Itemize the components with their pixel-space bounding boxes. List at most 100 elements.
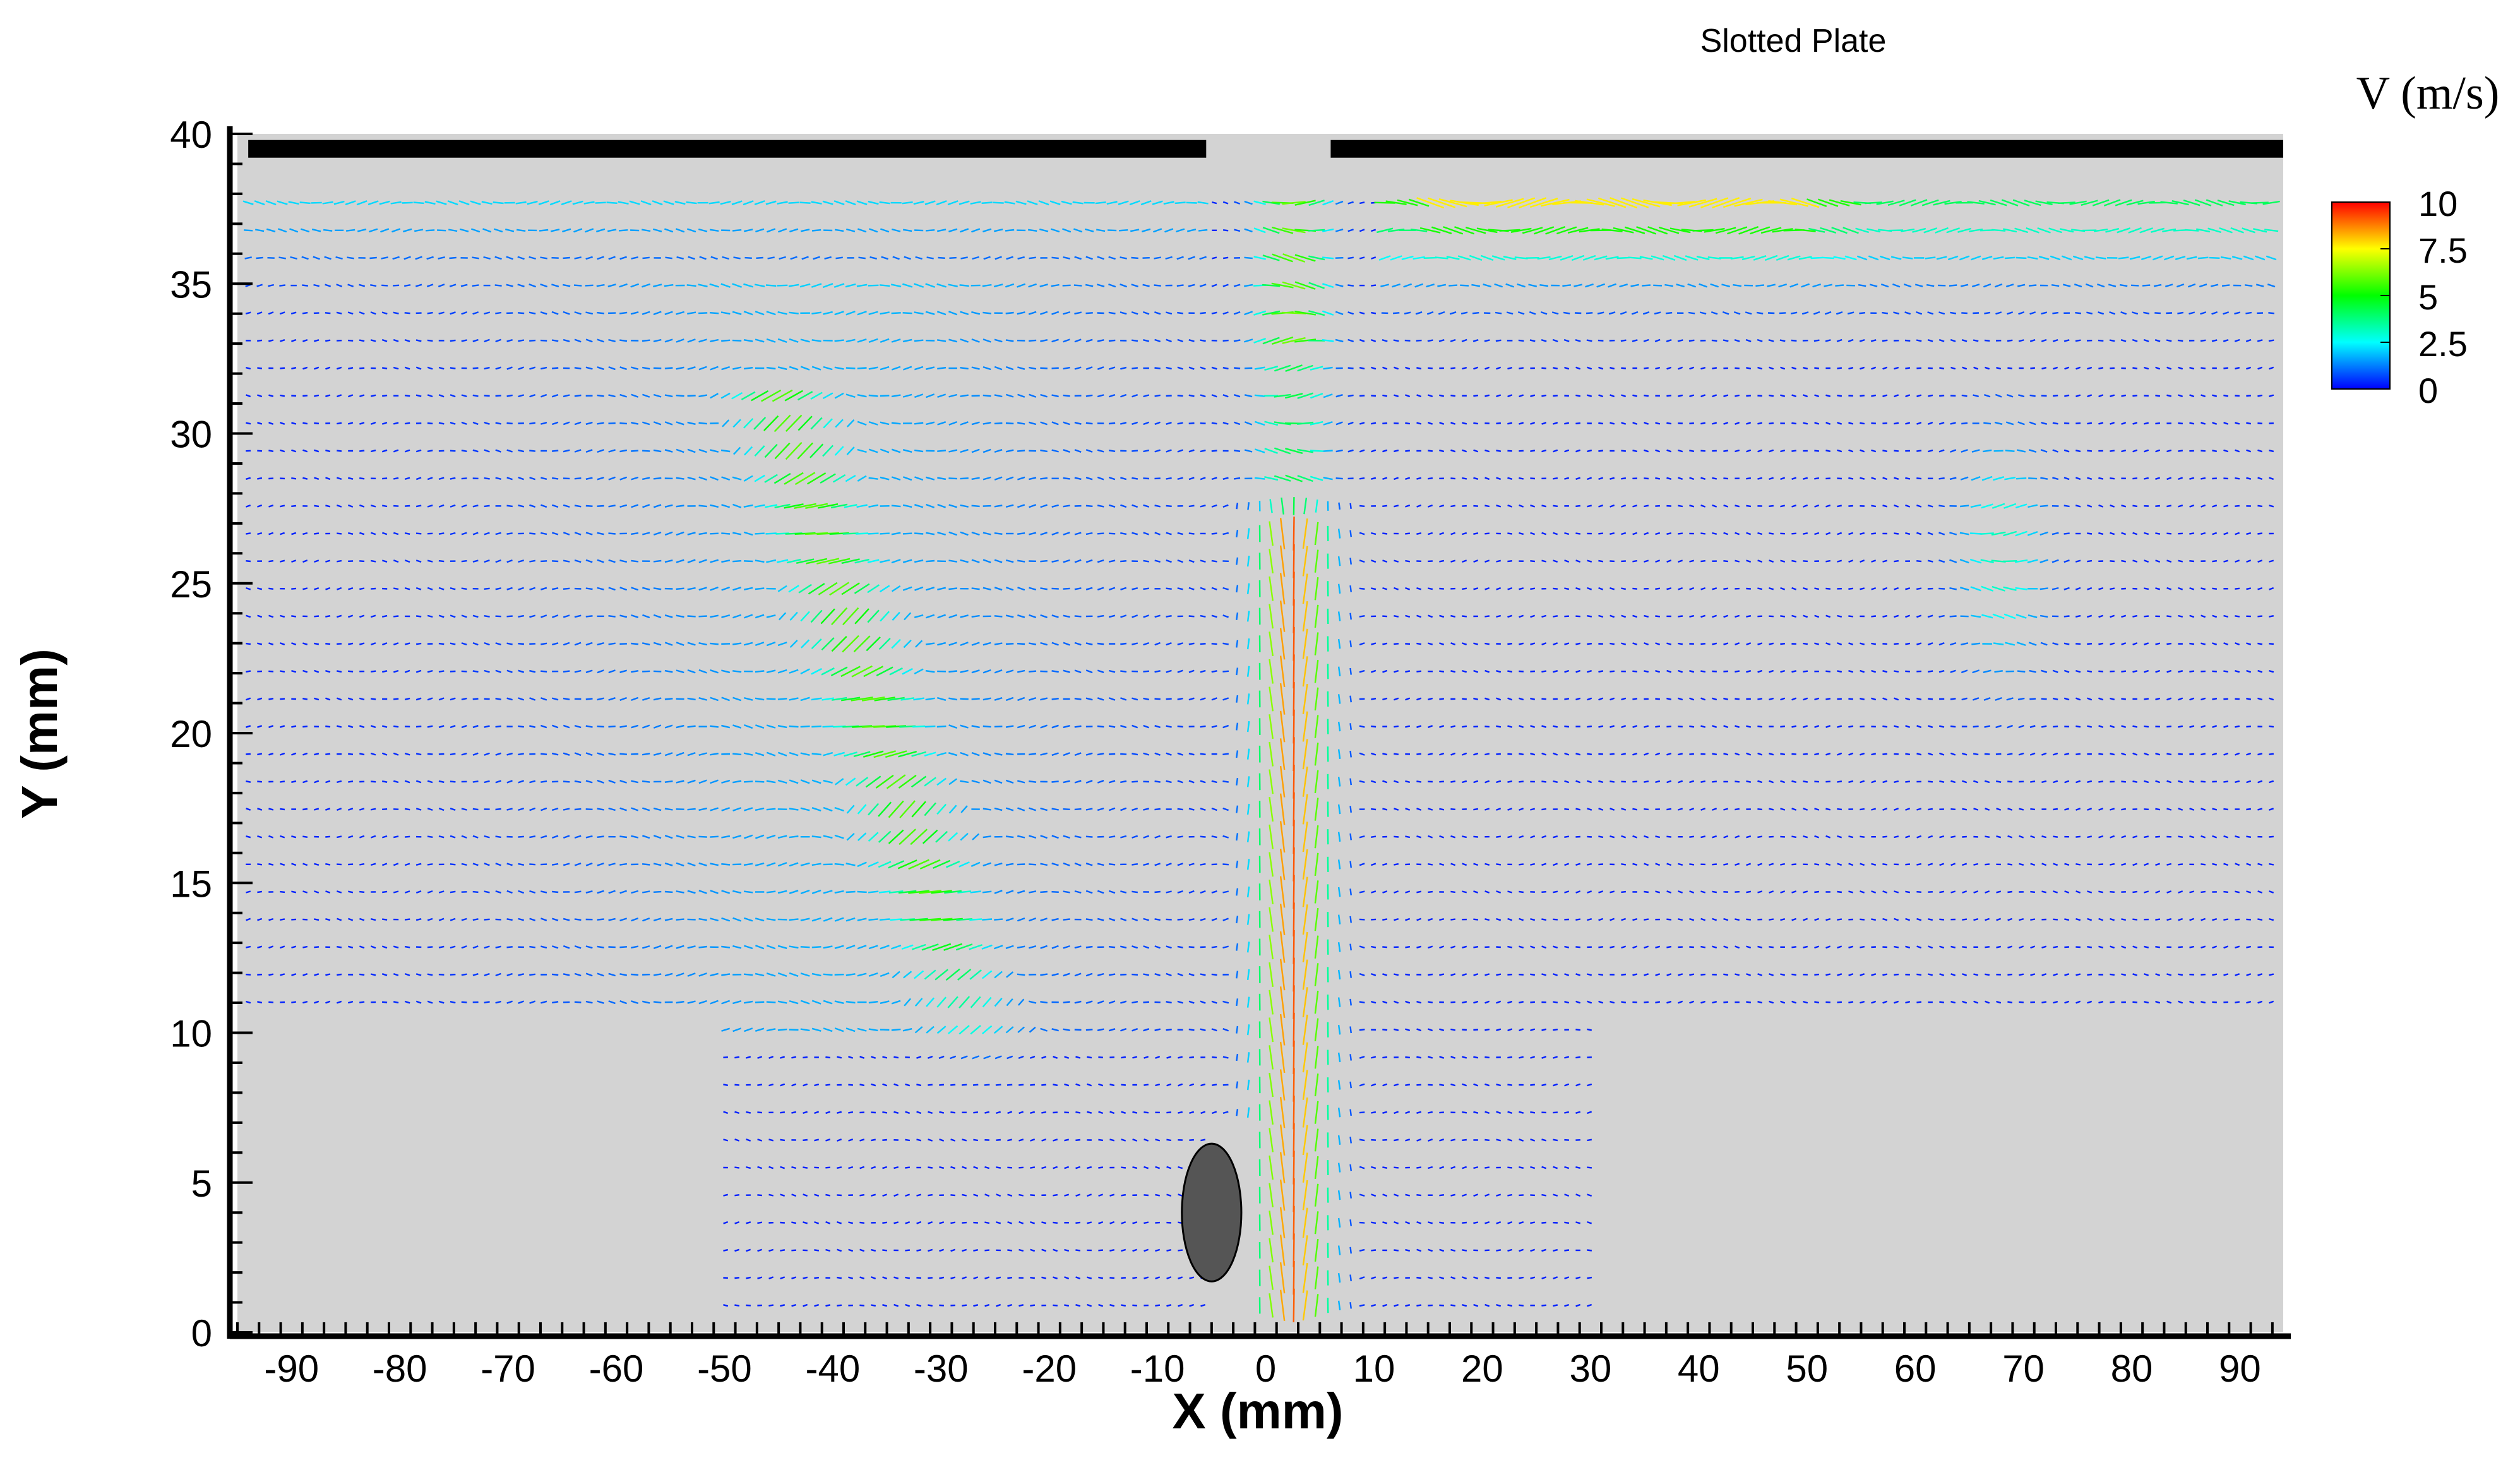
velocity-arrow — [1166, 1193, 1172, 1197]
velocity-arrow — [1177, 697, 1183, 700]
velocity-arrow — [427, 808, 433, 811]
velocity-arrow — [2235, 973, 2240, 976]
velocity-arrow — [1916, 450, 1922, 452]
velocity-arrow — [1825, 421, 1831, 425]
velocity-arrow — [1074, 890, 1082, 894]
velocity-arrow — [1825, 698, 1831, 700]
velocity-arrow — [983, 1055, 991, 1060]
velocity-arrow — [1791, 394, 1797, 398]
velocity-arrow — [1666, 477, 1672, 480]
velocity-arrow — [631, 587, 639, 591]
velocity-arrow — [1666, 449, 1672, 453]
velocity-arrow — [495, 863, 501, 866]
velocity-arrow — [359, 394, 365, 398]
velocity-arrow — [761, 389, 782, 402]
velocity-arrow — [1051, 918, 1059, 921]
velocity-arrow — [1564, 559, 1570, 563]
velocity-arrow — [472, 449, 479, 453]
velocity-arrow — [1519, 1111, 1524, 1114]
velocity-arrow — [732, 1027, 742, 1032]
velocity-arrow — [1177, 477, 1183, 481]
velocity-arrow — [551, 532, 559, 535]
velocity-arrow — [1143, 1028, 1150, 1032]
velocity-arrow — [1269, 659, 1274, 684]
velocity-arrow — [1337, 721, 1341, 732]
velocity-arrow — [337, 697, 342, 701]
velocity-arrow — [1337, 1108, 1341, 1118]
velocity-arrow — [721, 559, 731, 563]
velocity-arrow — [1564, 1166, 1570, 1169]
velocity-arrow — [2053, 726, 2058, 728]
velocity-arrow — [1166, 780, 1172, 784]
velocity-arrow — [438, 974, 445, 976]
velocity-arrow — [1439, 532, 1445, 535]
velocity-arrow — [1507, 504, 1513, 508]
velocity-arrow — [653, 393, 662, 398]
velocity-arrow — [246, 394, 251, 398]
velocity-arrow — [1359, 1111, 1365, 1114]
velocity-arrow — [1222, 1000, 1229, 1004]
velocity-arrow — [518, 559, 525, 563]
velocity-arrow — [1178, 1083, 1183, 1087]
velocity-arrow — [1371, 890, 1376, 894]
velocity-arrow — [2029, 752, 2036, 756]
velocity-arrow — [1154, 477, 1161, 480]
velocity-arrow — [755, 614, 765, 619]
velocity-arrow — [823, 1027, 833, 1032]
velocity-arrow — [996, 1166, 1001, 1169]
velocity-arrow — [2007, 808, 2013, 811]
velocity-arrow — [2087, 670, 2093, 673]
velocity-arrow — [1269, 1072, 1274, 1097]
velocity-arrow — [1222, 863, 1229, 866]
velocity-arrow — [1450, 477, 1456, 480]
velocity-arrow — [899, 800, 916, 818]
velocity-arrow — [914, 614, 924, 618]
velocity-arrow — [2144, 559, 2149, 563]
velocity-arrow — [698, 394, 708, 398]
velocity-arrow — [597, 1000, 604, 1004]
velocity-arrow — [1132, 697, 1138, 701]
velocity-arrow — [1098, 1111, 1104, 1115]
velocity-arrow — [608, 366, 616, 371]
velocity-arrow — [1689, 477, 1695, 481]
velocity-arrow — [1735, 394, 1740, 397]
velocity-arrow — [2223, 780, 2229, 783]
velocity-arrow — [268, 614, 274, 618]
velocity-arrow — [2110, 697, 2115, 700]
velocity-arrow — [1234, 477, 1241, 480]
velocity-arrow — [1621, 753, 1627, 756]
velocity-arrow — [982, 559, 991, 563]
velocity-arrow — [2166, 449, 2172, 453]
velocity-arrow — [280, 698, 285, 700]
velocity-arrow — [1678, 973, 1683, 976]
velocity-arrow — [2155, 973, 2161, 976]
velocity-arrow — [1871, 394, 1877, 397]
velocity-arrow — [597, 972, 604, 977]
velocity-arrow — [280, 808, 285, 811]
velocity-arrow — [540, 890, 547, 894]
velocity-arrow — [1484, 697, 1490, 701]
velocity-arrow — [846, 446, 855, 455]
velocity-arrow — [1007, 1139, 1013, 1142]
velocity-arrow — [427, 394, 433, 398]
velocity-arrow — [1074, 945, 1082, 949]
velocity-arrow — [834, 1027, 844, 1032]
velocity-arrow — [2166, 697, 2172, 701]
velocity-arrow — [1041, 1111, 1047, 1114]
velocity-arrow — [931, 890, 952, 894]
velocity-arrow — [1450, 835, 1456, 839]
velocity-arrow — [1439, 752, 1445, 756]
velocity-arrow — [337, 394, 342, 398]
velocity-arrow — [1587, 669, 1592, 673]
velocity-arrow — [1655, 835, 1661, 839]
velocity-arrow — [1905, 614, 1911, 618]
velocity-arrow — [1587, 559, 1592, 563]
velocity-arrow — [438, 366, 445, 370]
velocity-arrow — [484, 532, 490, 535]
velocity-arrow — [2212, 698, 2218, 700]
velocity-arrow — [1222, 1111, 1229, 1115]
velocity-arrow — [880, 611, 890, 622]
velocity-arrow — [257, 614, 263, 618]
velocity-arrow — [2189, 808, 2195, 811]
velocity-arrow — [1074, 698, 1082, 700]
